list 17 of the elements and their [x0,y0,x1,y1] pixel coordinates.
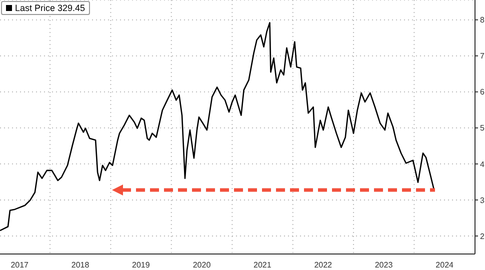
y-tick-label: 3 [480,196,485,205]
line-series [0,22,435,232]
x-tick-label: 2022 [314,260,333,270]
y-tick-label: 8 [480,16,485,25]
y-tick-label: 7 [480,52,485,61]
y-tick-label: 5 [480,124,485,133]
x-tick-label: 2023 [374,260,394,270]
y-tick-label: 2 [480,232,485,241]
x-tick-label: 2020 [192,260,212,270]
legend-label: Last Price 329.45 [15,3,86,13]
x-tick-label: 2019 [132,260,150,270]
x-tick-label: 2018 [71,260,90,270]
y-tick-label: 4 [480,160,485,169]
x-tick-label: 2017 [10,260,30,270]
y-tick-label: 6 [480,88,485,97]
x-tick-label: 2024 [436,260,454,270]
x-tick-label: 2021 [254,260,272,270]
